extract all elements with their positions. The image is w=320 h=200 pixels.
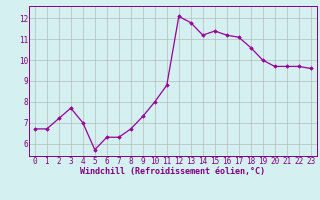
X-axis label: Windchill (Refroidissement éolien,°C): Windchill (Refroidissement éolien,°C)	[80, 167, 265, 176]
